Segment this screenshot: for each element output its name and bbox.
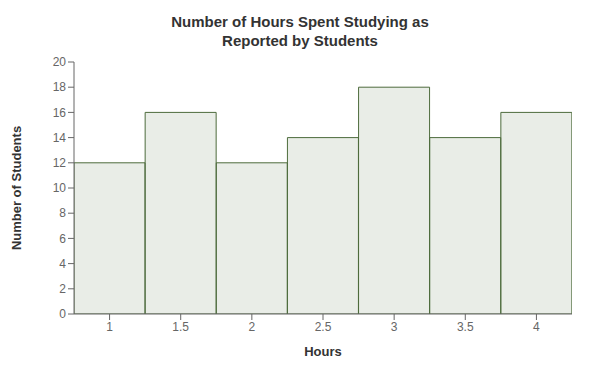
svg-text:2: 2: [249, 320, 256, 334]
svg-text:2.5: 2.5: [315, 320, 332, 334]
svg-text:3: 3: [391, 320, 398, 334]
svg-text:0: 0: [59, 307, 66, 321]
svg-text:12: 12: [53, 156, 67, 170]
svg-text:8: 8: [59, 206, 66, 220]
svg-text:14: 14: [53, 131, 67, 145]
svg-text:10: 10: [53, 181, 67, 195]
html-text:Number of Hours Spent Studying: Number of Hours Spent Studying as Report…: [171, 13, 429, 49]
svg-text:1.5: 1.5: [172, 320, 189, 334]
svg-text:6: 6: [59, 232, 66, 246]
svg-text:16: 16: [53, 106, 67, 120]
svg-text:4: 4: [59, 257, 66, 271]
svg-text:20: 20: [53, 55, 67, 69]
svg-text:1: 1: [106, 320, 113, 334]
svg-text:3.5: 3.5: [457, 320, 474, 334]
svg-text:18: 18: [53, 80, 67, 94]
svg-text:2: 2: [59, 282, 66, 296]
svg-text:Hours: Hours: [304, 344, 342, 359]
svg-text:4: 4: [533, 320, 540, 334]
svg-text:Number of Students: Number of Students: [9, 126, 24, 250]
